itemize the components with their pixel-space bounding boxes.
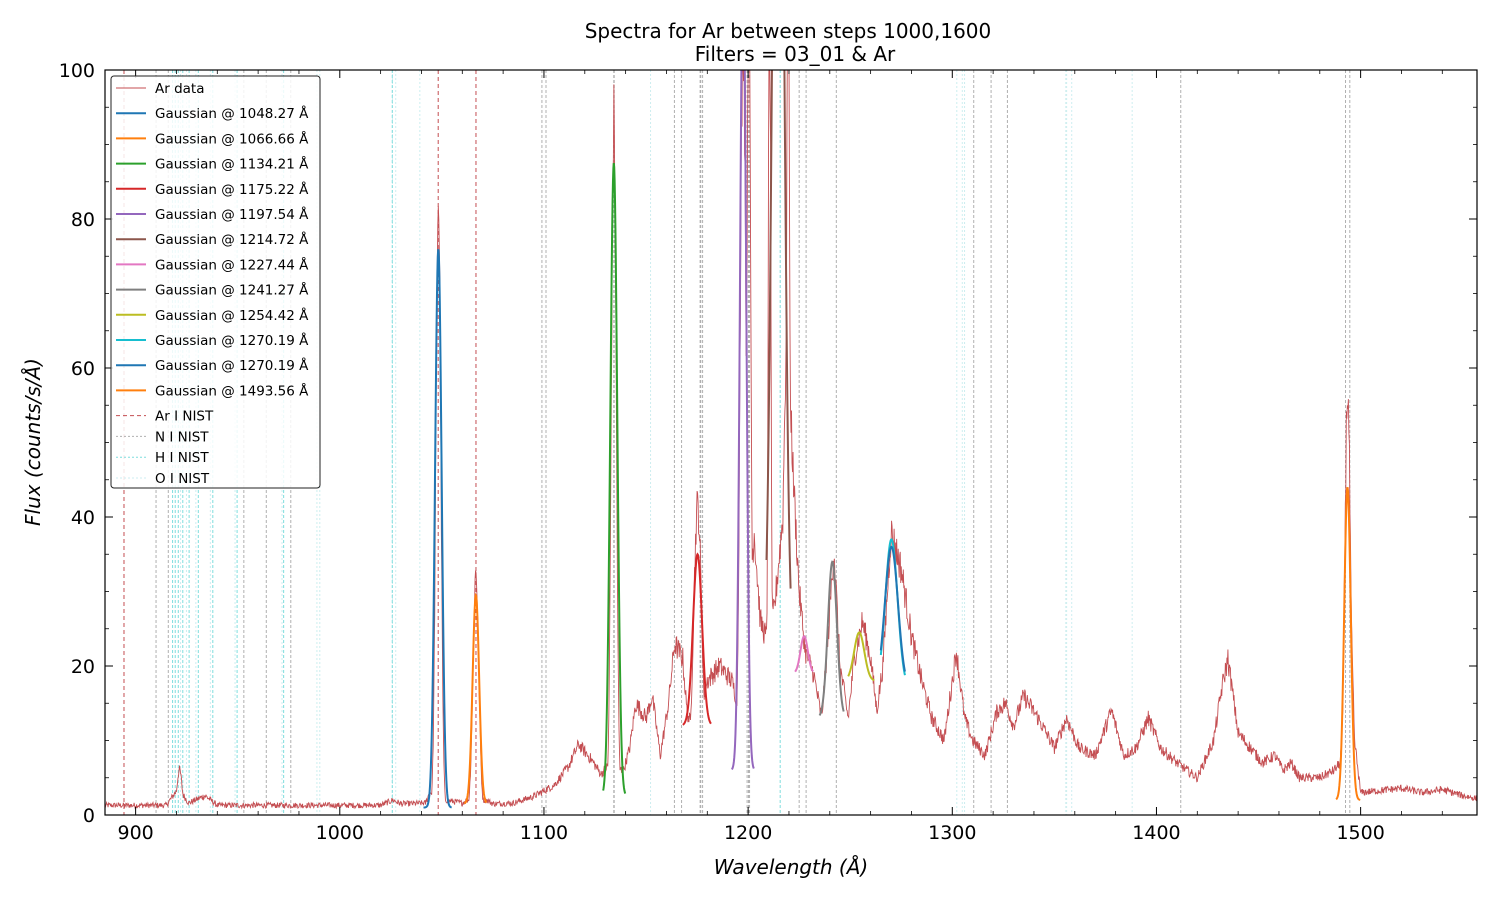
y-tick-label-0: 0 bbox=[83, 805, 95, 827]
gaussian-fit-7 bbox=[818, 560, 845, 716]
x-tick-label-0: 900 bbox=[117, 822, 153, 844]
gaussian-fit-8 bbox=[847, 631, 875, 682]
x-tick-label-5: 1400 bbox=[1132, 822, 1180, 844]
y-axis-label: Flux (counts/s/Å) bbox=[21, 358, 45, 526]
gaussian-fit-5 bbox=[765, 70, 792, 589]
legend-label-8: Gaussian @ 1241.27 Å bbox=[155, 282, 309, 299]
gaussian-fit-4 bbox=[730, 70, 755, 771]
legend-label-6: Gaussian @ 1214.72 Å bbox=[155, 231, 309, 248]
legend-label-16: O I NIST bbox=[155, 471, 210, 487]
legend-label-2: Gaussian @ 1066.66 Å bbox=[155, 130, 309, 147]
y-tick-label-2: 40 bbox=[71, 507, 95, 529]
gaussian-fits-layer bbox=[423, 70, 1361, 809]
ar-data-layer bbox=[105, 70, 1477, 810]
gaussian-fit-2 bbox=[602, 163, 627, 794]
gaussian-fit-1 bbox=[463, 592, 488, 805]
legend-label-7: Gaussian @ 1227.44 Å bbox=[155, 256, 309, 273]
x-tick-label-1: 1000 bbox=[316, 822, 364, 844]
legend-label-1: Gaussian @ 1048.27 Å bbox=[155, 105, 309, 122]
chart-subtitle: Filters = 03_01 & Ar bbox=[695, 42, 896, 66]
legend-box bbox=[110, 75, 321, 489]
gaussian-fit-3 bbox=[682, 552, 712, 726]
gaussian-fit-0 bbox=[423, 249, 452, 809]
legend-label-13: Ar I NIST bbox=[155, 409, 214, 425]
y-tick-label-3: 60 bbox=[71, 358, 95, 380]
x-tick-label-4: 1300 bbox=[928, 822, 976, 844]
legend: Ar data Gaussian @ 1048.27 Å Gaussian @ 10… bbox=[110, 75, 321, 489]
x-tick-label-3: 1200 bbox=[724, 822, 772, 844]
gaussian-fit-10 bbox=[879, 545, 906, 672]
legend-label-5: Gaussian @ 1197.54 Å bbox=[155, 206, 309, 223]
ar-data-line bbox=[105, 70, 1477, 810]
legend-label-14: N I NIST bbox=[155, 429, 209, 445]
y-tick-label-4: 80 bbox=[71, 209, 95, 231]
legend-label-15: H I NIST bbox=[155, 450, 209, 466]
x-tick-label-2: 1100 bbox=[520, 822, 568, 844]
legend-label-11: Gaussian @ 1270.19 Å bbox=[155, 357, 309, 374]
legend-label-9: Gaussian @ 1254.42 Å bbox=[155, 307, 309, 324]
gaussian-fit-11 bbox=[1335, 487, 1361, 801]
legend-label-10: Gaussian @ 1270.19 Å bbox=[155, 332, 309, 349]
legend-label-12: Gaussian @ 1493.56 Å bbox=[155, 382, 309, 399]
x-axis-label: Wavelength (Å) bbox=[714, 855, 868, 879]
axis-ticks: 900 1000 1100 1200 1300 1400 1500 0 20 40 60 80 100 bbox=[59, 60, 1477, 844]
x-tick-label-6: 1500 bbox=[1336, 822, 1384, 844]
gaussian-fit-6 bbox=[794, 635, 814, 673]
y-tick-label-1: 20 bbox=[71, 656, 95, 678]
legend-label-0: Ar data bbox=[155, 81, 205, 97]
chart-title: Spectra for Ar between steps 1000,1600 bbox=[585, 19, 992, 43]
legend-label-3: Gaussian @ 1134.21 Å bbox=[155, 156, 309, 173]
y-tick-label-5: 100 bbox=[59, 60, 95, 82]
legend-label-4: Gaussian @ 1175.22 Å bbox=[155, 181, 309, 198]
